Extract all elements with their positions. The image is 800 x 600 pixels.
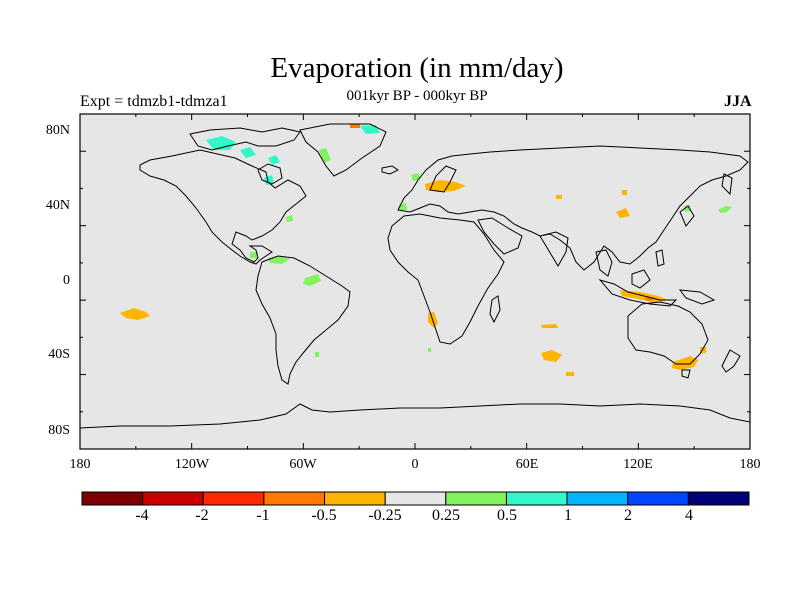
coast-philippines — [655, 249, 665, 267]
plot-subtitle: 001kyr BP - 000kyr BP — [346, 88, 488, 104]
coast-se-asia — [595, 249, 613, 277]
patch-indian-ocean-3 — [566, 372, 574, 376]
coast-new-guinea — [678, 289, 716, 305]
patch-baffin — [268, 155, 280, 165]
colorbar-swatch — [627, 491, 689, 506]
colorbar-swatch — [81, 491, 144, 506]
colorbar-swatch — [384, 491, 447, 506]
coast-india — [539, 231, 569, 267]
patch-greenland-orange — [350, 124, 360, 128]
colorbar-label: -0.5 — [311, 507, 337, 524]
coast-arctic-islands — [189, 127, 301, 151]
patch-arabia — [556, 195, 562, 199]
coast-new-zealand — [721, 349, 741, 373]
colorbar-label: -4 — [135, 507, 149, 524]
colorbar-swatch — [202, 491, 265, 506]
patch-greenland-east — [319, 148, 331, 163]
coast-eurasia — [397, 145, 749, 271]
y-label-80n: 80N — [45, 123, 70, 138]
plot-title: Evaporation (in mm/day) — [270, 52, 564, 84]
colorbar-swatch — [324, 491, 386, 506]
x-label-60e: 60E — [515, 457, 539, 472]
patch-canada-arctic — [206, 136, 236, 150]
colorbar-label: -0.25 — [368, 507, 402, 524]
colorbar-label: 0.25 — [432, 507, 460, 524]
coast-arabia — [477, 217, 523, 255]
axis-ticks — [79, 113, 751, 450]
patch-pacific-north — [718, 206, 732, 213]
coast-iceland — [381, 165, 399, 175]
coast-indonesia — [598, 279, 678, 307]
patch-south-africa-small — [428, 348, 431, 352]
x-label-0: 0 — [411, 457, 419, 472]
patch-canada-arctic-2 — [240, 147, 256, 158]
y-label-40s: 40S — [48, 347, 70, 362]
patch-scandinavia — [411, 173, 420, 181]
colorbar-swatch — [263, 491, 326, 506]
coast-australia — [627, 301, 709, 365]
y-label-40n: 40N — [45, 198, 70, 213]
patch-east-asia — [684, 205, 691, 212]
patch-us-east — [286, 215, 293, 222]
x-label-180w: 180 — [69, 457, 91, 472]
patch-central-asia — [616, 208, 630, 218]
patch-caribbean — [250, 252, 258, 258]
patch-siberia — [622, 190, 627, 195]
patch-hudson — [264, 175, 274, 185]
colorbar-label: -2 — [195, 507, 209, 524]
colorbar-swatch — [505, 491, 568, 506]
patch-pacific-south — [120, 308, 150, 320]
patch-indian-ocean-1 — [541, 324, 558, 328]
y-label-80s: 80S — [48, 423, 70, 438]
colorbar — [81, 491, 750, 506]
x-label-120e: 120E — [623, 457, 653, 472]
coastlines — [79, 123, 751, 450]
colorbar-swatch — [142, 491, 204, 506]
coast-greenland — [299, 123, 387, 177]
colorbar-label: 0.5 — [497, 507, 517, 524]
colorbar-label: 1 — [564, 507, 572, 524]
patch-australia-se — [672, 356, 698, 370]
coast-japan — [679, 205, 695, 227]
coast-hudson-bay — [257, 163, 283, 185]
x-label-180e: 180 — [739, 457, 761, 472]
colorbar-swatch — [687, 491, 750, 506]
coast-antarctica — [79, 403, 751, 450]
colorbar-swatch — [445, 491, 507, 506]
coast-africa — [387, 213, 505, 345]
patch-amazon — [303, 274, 321, 286]
patch-brazil-small — [315, 352, 319, 357]
coast-madagascar — [489, 295, 501, 324]
patch-europe-orange — [425, 180, 466, 192]
coast-borneo — [631, 269, 651, 289]
x-label-120w: 120W — [174, 457, 210, 472]
coast-south-america — [255, 255, 351, 385]
map-background — [79, 113, 751, 450]
x-label-60w: 60W — [289, 457, 317, 472]
patch-indian-ocean-2 — [541, 350, 562, 362]
experiment-label: Expt = tdmzb1-tdmza1 — [80, 93, 228, 110]
y-label-0: 0 — [63, 273, 70, 288]
season-label: JJA — [724, 93, 752, 110]
patch-greenland-north — [360, 125, 380, 134]
colorbar-swatch — [566, 491, 629, 506]
colorbar-label: 4 — [685, 507, 693, 524]
colorbar-label: 2 — [624, 507, 632, 524]
coast-tasmania — [681, 369, 691, 379]
coast-kamchatka — [721, 173, 733, 196]
coast-scandinavia — [429, 165, 457, 193]
colorbar-label: -1 — [256, 507, 270, 524]
